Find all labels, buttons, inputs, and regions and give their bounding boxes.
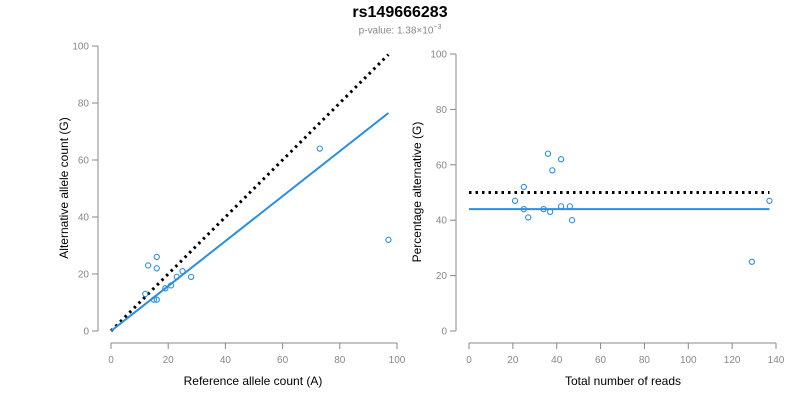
data-point xyxy=(153,265,160,272)
data-point xyxy=(544,150,552,157)
y-tick-label: 40 xyxy=(78,213,90,224)
data-point xyxy=(150,296,158,303)
x-tick-label: 20 xyxy=(163,355,175,366)
x-tick-label: 100 xyxy=(389,355,406,366)
data-point xyxy=(385,236,392,243)
p-value-subtitle: p-value: 1.38×10−3 xyxy=(0,24,800,36)
y-tick-label: 80 xyxy=(78,99,90,110)
x-axis-label: Total number of reads xyxy=(565,374,681,388)
data-point xyxy=(511,197,519,204)
data-point xyxy=(568,217,576,224)
y-tick-label: 20 xyxy=(78,270,90,281)
x-tick-label: 40 xyxy=(551,355,563,366)
x-tick-label: 40 xyxy=(220,355,232,366)
y-tick-label: 80 xyxy=(436,105,448,116)
y-axis-label: Percentage alternative (G) xyxy=(410,122,424,263)
y-tick-label: 20 xyxy=(436,271,448,282)
y-tick-label: 40 xyxy=(436,216,448,227)
data-point xyxy=(549,167,556,174)
y-tick-label: 0 xyxy=(441,327,447,338)
data-point xyxy=(187,273,195,280)
data-point xyxy=(167,282,175,289)
data-point xyxy=(153,253,160,261)
chart-panel-2: 0 20 40 60 80 100 120 140 0 20 40 60 80 100 Total numb… xyxy=(410,50,785,389)
data-point xyxy=(162,285,169,292)
data-point xyxy=(520,183,527,191)
x-tick-label: 0 xyxy=(108,355,114,366)
p-value-exponent: −3 xyxy=(433,24,442,31)
x-tick-label: 80 xyxy=(639,355,651,366)
data-point xyxy=(142,290,149,298)
x-tick-label: 80 xyxy=(334,355,346,366)
data-point xyxy=(153,296,160,303)
data-point xyxy=(566,203,574,210)
data-point xyxy=(520,205,527,213)
y-tick-label: 0 xyxy=(83,327,89,338)
x-tick-label: 60 xyxy=(277,355,289,366)
data-point xyxy=(557,203,565,210)
data-point xyxy=(145,262,152,269)
chart-title: rs149666283 xyxy=(352,4,448,21)
p-value-text: p-value: 1.38×10 xyxy=(358,25,434,37)
data-point xyxy=(540,205,547,213)
y-tick-label: 100 xyxy=(430,50,447,61)
data-point xyxy=(546,208,554,216)
data-point xyxy=(173,273,180,280)
y-tick-label: 60 xyxy=(436,160,448,171)
x-tick-label: 60 xyxy=(595,355,607,366)
x-tick-label: 120 xyxy=(724,355,741,366)
data-point xyxy=(766,197,773,204)
data-point xyxy=(525,214,532,221)
data-point xyxy=(179,267,186,275)
y-tick-label: 100 xyxy=(72,42,89,53)
chart-panel-1: 0 20 40 60 80 100 0 20 40 60 80 100 Reference allele… xyxy=(57,42,406,389)
x-tick-label: 20 xyxy=(507,355,519,366)
y-tick-label: 60 xyxy=(78,156,90,167)
x-tick-label: 140 xyxy=(768,355,785,366)
data-point xyxy=(748,258,756,265)
x-tick-label: 0 xyxy=(466,355,472,366)
y-axis-label: Alternative allele count (G) xyxy=(57,117,71,258)
data-point xyxy=(557,156,565,163)
expected-ratio-line xyxy=(109,53,390,333)
data-point xyxy=(316,145,323,152)
x-tick-label: 100 xyxy=(680,355,697,366)
x-axis-label: Reference allele count (A) xyxy=(184,374,323,388)
fitted-ratio-line xyxy=(110,112,390,332)
